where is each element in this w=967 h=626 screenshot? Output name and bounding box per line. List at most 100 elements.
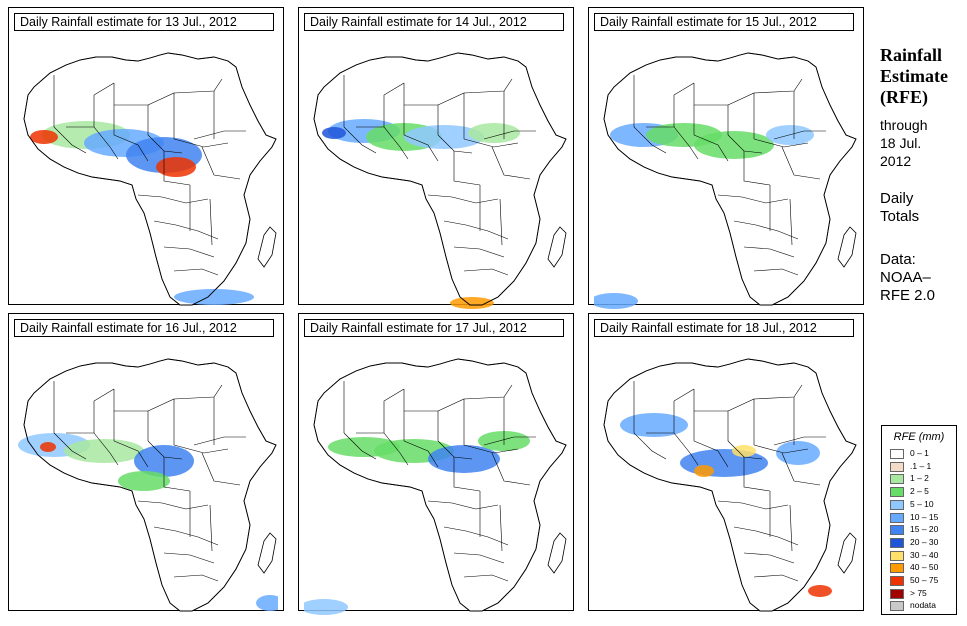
country-border — [743, 457, 771, 492]
country-border — [383, 126, 409, 160]
country-border — [201, 146, 241, 180]
sidebar-data-source: Data: NOAA– RFE 2.0 — [880, 251, 960, 305]
legend-swatch — [890, 487, 904, 498]
coastline — [23, 52, 277, 306]
country-border — [153, 220, 219, 240]
rainfall-area — [776, 441, 820, 465]
rainfall-area — [118, 471, 170, 491]
country-border — [633, 432, 667, 460]
country-border — [773, 436, 826, 446]
country-border — [173, 574, 219, 582]
rainfall-area — [30, 130, 58, 144]
country-border — [173, 444, 229, 454]
legend-label: 10 – 15 — [910, 511, 939, 522]
country-border — [427, 500, 499, 510]
legend-item: nodata — [890, 600, 954, 612]
sidebar-title-line: Estimate — [880, 66, 948, 86]
coastline — [313, 52, 567, 306]
legend-swatch — [890, 474, 904, 485]
map-panel-17-jul: Daily Rainfall estimate for 17 Jul., 201… — [298, 313, 574, 615]
country-border — [209, 198, 213, 246]
through-year: 2012 — [880, 153, 912, 169]
country-border — [453, 552, 505, 564]
through-date: 18 Jul. — [880, 135, 922, 151]
country-border — [443, 220, 509, 240]
rainfall-area — [468, 123, 520, 143]
country-border — [463, 574, 509, 582]
country-border — [453, 246, 505, 258]
country-border — [753, 268, 799, 276]
country-border — [753, 574, 799, 582]
map-panel-18-jul: Daily Rainfall estimate for 18 Jul., 201… — [588, 313, 864, 612]
legend-swatch — [890, 461, 904, 472]
coastline — [603, 358, 857, 612]
totals-label: Totals — [880, 208, 920, 225]
rainfall-area — [694, 465, 714, 477]
country-border — [443, 526, 509, 546]
country-border — [173, 268, 219, 276]
madagascar — [257, 532, 277, 574]
madagascar — [257, 226, 277, 268]
source-line: NOAA– — [880, 269, 931, 286]
legend-swatch — [890, 512, 904, 523]
sidebar-title-line: Rainfall — [880, 45, 943, 65]
country-border — [427, 194, 499, 204]
country-border — [743, 246, 795, 258]
through-label: through — [880, 117, 928, 133]
madagascar — [547, 226, 567, 268]
country-border — [483, 130, 536, 140]
sidebar-title-line: (RFE) — [880, 87, 928, 107]
country-border — [733, 526, 799, 546]
country-border — [483, 436, 536, 446]
country-border — [193, 130, 246, 140]
country-border — [463, 268, 509, 276]
legend-item: 40 – 50 — [890, 562, 954, 574]
legend-swatch — [890, 563, 904, 574]
country-border — [743, 151, 771, 186]
legend-label: 0 – 1 — [910, 448, 929, 458]
legend-item: > 75 — [890, 588, 954, 600]
legend-item: 30 – 40 — [890, 549, 954, 562]
daily-label: Daily — [880, 190, 914, 207]
country-border — [453, 151, 481, 186]
legend-label: 30 – 40 — [910, 549, 939, 560]
legend-swatch — [890, 449, 904, 459]
country-border — [463, 138, 519, 148]
country-border — [499, 198, 503, 246]
country-border — [733, 220, 799, 240]
country-border — [781, 146, 821, 180]
rainfall-area — [64, 439, 144, 463]
legend-swatch — [890, 499, 904, 510]
country-border — [343, 126, 377, 154]
country-border — [453, 457, 481, 492]
sidebar-through: through 18 Jul. 2012 — [880, 116, 960, 170]
country-border — [209, 504, 213, 552]
country-border — [773, 130, 826, 140]
legend-label: 1 – 2 — [910, 473, 929, 484]
rainfall-area — [808, 585, 832, 597]
country-border — [383, 432, 409, 466]
rainfall-area — [40, 442, 56, 452]
country-border — [356, 82, 405, 128]
panel-title: Daily Rainfall estimate for 18 Jul., 201… — [594, 319, 854, 337]
country-border — [646, 388, 695, 434]
legend-item: 10 – 15 — [890, 511, 954, 524]
madagascar — [837, 226, 857, 268]
country-border — [53, 126, 87, 154]
country-border — [499, 504, 503, 552]
legend-swatch — [890, 601, 904, 612]
coastline — [603, 52, 857, 306]
panel-title: Daily Rainfall estimate for 14 Jul., 201… — [304, 13, 564, 31]
sidebar-title: Rainfall Estimate (RFE) — [880, 45, 960, 108]
country-border — [491, 452, 531, 486]
country-border — [163, 552, 215, 564]
legend-item: 1 – 2 — [890, 473, 954, 485]
madagascar — [837, 532, 857, 574]
map-panel-16-jul: Daily Rainfall estimate for 16 Jul., 201… — [8, 313, 284, 612]
coastline — [23, 358, 277, 612]
country-border — [633, 126, 667, 154]
legend-label: 40 – 50 — [910, 562, 939, 573]
country-border — [693, 440, 729, 468]
country-border — [343, 432, 377, 460]
